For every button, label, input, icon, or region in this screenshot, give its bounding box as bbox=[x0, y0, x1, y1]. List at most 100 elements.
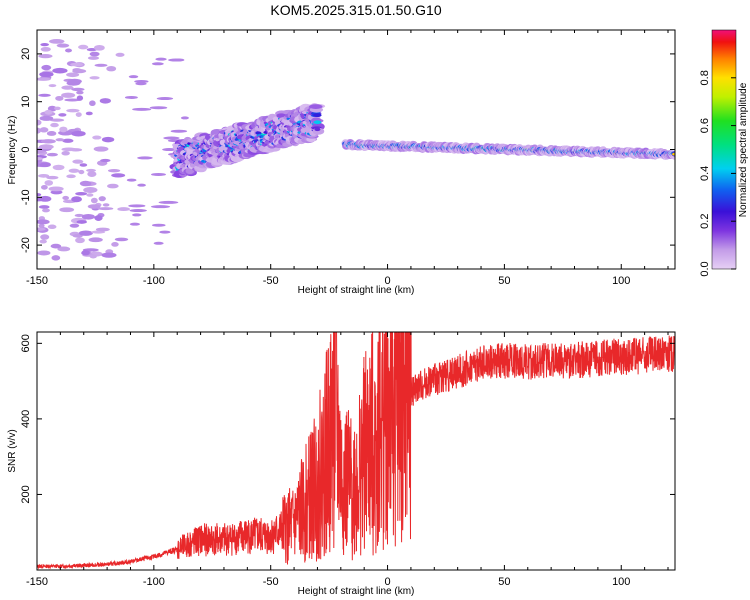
spectrogram-cell bbox=[37, 227, 46, 231]
snr-ylabel: SNR (v/v) bbox=[7, 429, 18, 472]
spectrogram-cell bbox=[101, 136, 115, 143]
spectrogram-cell bbox=[106, 66, 117, 72]
spectrogram-cell bbox=[71, 87, 85, 92]
spectrogram-cell bbox=[38, 223, 45, 228]
spectrogram-cell bbox=[68, 168, 80, 173]
spectrogram-cell bbox=[48, 186, 64, 192]
spectrogram-cell bbox=[41, 64, 52, 71]
snr-ticks: -150 -100 -50 0 50 100 200 400 600 bbox=[20, 332, 675, 588]
spectrogram-cell bbox=[54, 106, 61, 111]
colorbar-tick-label: 0.4 bbox=[699, 166, 711, 181]
spectrogram-cell bbox=[58, 113, 67, 117]
spectrogram-cell bbox=[92, 135, 102, 140]
spectrogram-cell bbox=[39, 71, 54, 78]
snr-ytick-label: 400 bbox=[20, 410, 32, 428]
spectrogram-cell bbox=[37, 156, 44, 161]
spectrogram-ytick-label: -10 bbox=[20, 189, 32, 205]
spectrogram-cell bbox=[89, 100, 96, 107]
spectrogram-cell bbox=[61, 147, 77, 152]
spectrogram-cell bbox=[66, 80, 81, 86]
snr-xtick-label: -150 bbox=[26, 576, 48, 588]
spectrogram-cell bbox=[150, 205, 171, 209]
spectrogram-cell bbox=[51, 255, 61, 261]
spectrogram-cell bbox=[180, 116, 189, 120]
snr-xtick-label: 100 bbox=[612, 576, 630, 588]
spectrogram-cell bbox=[170, 129, 188, 133]
snr-ytick-label: 600 bbox=[20, 334, 32, 352]
spectrogram-cell bbox=[88, 237, 103, 243]
spectrogram-cell bbox=[50, 122, 59, 128]
spectrogram-cell bbox=[72, 68, 87, 74]
spectrogram-cell bbox=[61, 92, 76, 98]
spectrogram-cell bbox=[111, 173, 126, 178]
spectrogram-cell bbox=[62, 195, 69, 201]
colorbar-tick-label: 0.6 bbox=[699, 118, 711, 133]
spectrogram-cell bbox=[42, 208, 50, 213]
colorbar-label: Normalized spectral amplitude bbox=[738, 82, 749, 217]
snr-xtick-label: 0 bbox=[384, 576, 390, 588]
spectrogram-cell bbox=[135, 82, 147, 86]
spectrogram-cell bbox=[44, 109, 53, 115]
spectrogram-cell bbox=[101, 252, 117, 258]
chart-title: KOM5.2025.315.01.50.G10 bbox=[270, 2, 441, 18]
spectrogram-cell bbox=[137, 183, 146, 187]
spectrogram-cell bbox=[134, 79, 149, 83]
snr-series-line bbox=[37, 332, 675, 570]
colorbar: 0.0 0.2 0.4 0.6 0.8 Normalized spectral ampl… bbox=[699, 29, 749, 277]
spectrogram-marks bbox=[37, 39, 675, 261]
snr-ytick-label: 200 bbox=[20, 485, 32, 503]
spectrogram-cell bbox=[159, 230, 171, 234]
spectrogram-cell bbox=[79, 163, 88, 167]
spectrogram-cell bbox=[37, 197, 44, 202]
snr-panel: -150 -100 -50 0 50 100 200 400 600 Height of str… bbox=[7, 331, 676, 597]
spectrogram-cell bbox=[62, 138, 74, 143]
spectrogram-xtick-label: -50 bbox=[263, 275, 279, 287]
spectrogram-cell bbox=[37, 127, 41, 134]
spectrogram-cell bbox=[75, 192, 88, 196]
spectrogram-cell bbox=[313, 120, 322, 125]
spectrogram-cell bbox=[50, 243, 62, 249]
spectrogram-ytick-label: 10 bbox=[20, 96, 32, 108]
spectrogram-cell bbox=[71, 196, 82, 203]
spectrogram-cell bbox=[40, 234, 50, 240]
spectrogram-cell bbox=[40, 43, 49, 47]
spectrogram-cell bbox=[61, 150, 70, 156]
spectrogram-cell bbox=[48, 39, 65, 44]
spectrogram-cell bbox=[71, 130, 86, 137]
spectrogram-cell bbox=[85, 111, 93, 116]
spectrogram-cell bbox=[70, 62, 83, 67]
spectrogram-cell bbox=[86, 193, 94, 197]
spectrogram-cell bbox=[99, 98, 112, 104]
spectrogram-cell bbox=[47, 224, 57, 230]
spectrogram-xtick-label: 100 bbox=[612, 275, 630, 287]
spectrogram-cell bbox=[78, 230, 93, 236]
spectrogram-cell bbox=[126, 178, 137, 182]
spectrogram-cell bbox=[168, 58, 184, 62]
spectrogram-cell bbox=[38, 144, 54, 150]
snr-xtick-label: -100 bbox=[143, 576, 165, 588]
spectrogram-cell bbox=[314, 127, 321, 132]
spectrogram-cell bbox=[93, 146, 109, 152]
spectrogram-cell bbox=[37, 219, 50, 225]
spectrogram-cell bbox=[151, 62, 164, 66]
spectrogram-cell bbox=[81, 213, 95, 220]
spectrogram-cell bbox=[151, 223, 166, 227]
spectrogram-cell bbox=[55, 95, 64, 101]
spectrogram-cell bbox=[41, 184, 48, 190]
spectrogram-cell bbox=[89, 76, 100, 80]
spectrogram-cell bbox=[162, 148, 177, 152]
spectrogram-cell bbox=[107, 168, 121, 173]
spectrogram-cell bbox=[38, 53, 53, 59]
spectrogram-cell bbox=[66, 174, 76, 179]
spectrogram-cell bbox=[111, 242, 119, 247]
spectrogram-cell bbox=[72, 159, 84, 164]
spectrogram-cell bbox=[155, 57, 167, 61]
spectrogram-cell bbox=[44, 180, 54, 186]
spectrogram-cell bbox=[95, 227, 110, 232]
spectrogram-xtick-label: 0 bbox=[384, 275, 390, 287]
spectrogram-cell bbox=[128, 75, 139, 79]
spectrogram-cell bbox=[66, 108, 80, 113]
spectrogram-cell bbox=[153, 241, 164, 245]
